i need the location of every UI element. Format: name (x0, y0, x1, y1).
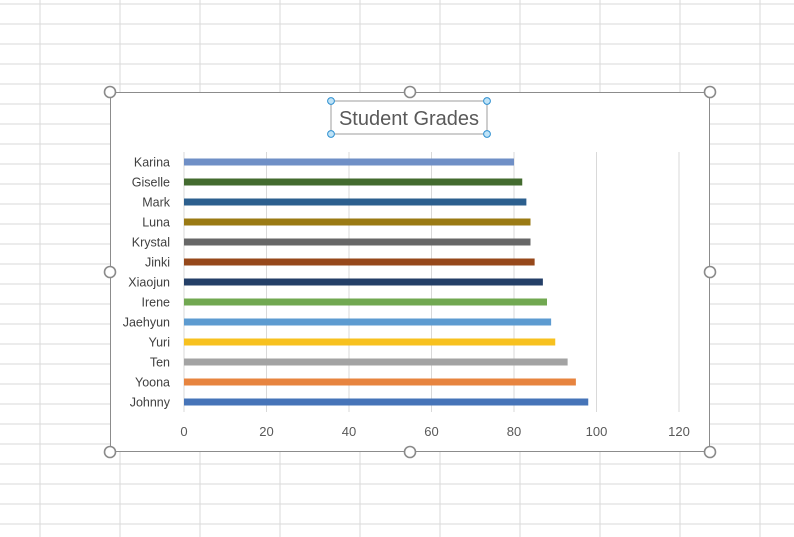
category-label: Xiaojun (128, 276, 170, 290)
x-tick-label: 40 (342, 424, 356, 439)
title-resize-handle[interactable] (483, 97, 491, 105)
bar[interactable] (184, 278, 543, 286)
bar[interactable] (184, 318, 552, 326)
category-label: Giselle (132, 176, 170, 190)
title-resize-handle[interactable] (327, 130, 335, 138)
category-label: Luna (142, 216, 170, 230)
bar[interactable] (184, 298, 547, 306)
bar[interactable] (184, 218, 531, 226)
x-tick-label: 120 (668, 424, 690, 439)
chart-resize-handle[interactable] (703, 85, 717, 99)
bar[interactable] (184, 198, 527, 206)
x-tick-label: 80 (507, 424, 521, 439)
bar[interactable] (184, 178, 523, 186)
x-tick-label: 60 (424, 424, 438, 439)
bar[interactable] (184, 258, 535, 266)
category-label: Karina (134, 156, 170, 170)
category-label: Krystal (132, 236, 170, 250)
chart-title-box[interactable] (330, 100, 488, 135)
category-label: Yuri (148, 336, 170, 350)
chart-area[interactable] (110, 92, 710, 452)
bar[interactable] (184, 398, 589, 406)
category-label: Yoona (135, 376, 170, 390)
chart-resize-handle[interactable] (403, 85, 417, 99)
category-label: Mark (142, 196, 171, 210)
chart-resize-handle[interactable] (403, 445, 417, 459)
category-label: Jaehyun (123, 316, 170, 330)
chart-resize-handle[interactable] (703, 445, 717, 459)
bar[interactable] (184, 378, 576, 386)
category-label: Ten (150, 356, 170, 370)
chart-title[interactable]: Student Grades (339, 108, 479, 130)
category-label: Irene (142, 296, 171, 310)
chart-resize-handle[interactable] (103, 85, 117, 99)
title-resize-handle[interactable] (327, 97, 335, 105)
chart-resize-handle[interactable] (103, 265, 117, 279)
category-label: Jinki (145, 256, 170, 270)
title-resize-handle[interactable] (483, 130, 491, 138)
bars (184, 158, 589, 406)
x-tick-label: 20 (259, 424, 273, 439)
bar[interactable] (184, 158, 514, 166)
chart-resize-handle[interactable] (103, 445, 117, 459)
bar[interactable] (184, 338, 556, 346)
bar[interactable] (184, 358, 568, 366)
x-tick-label: 0 (180, 424, 187, 439)
chart-resize-handle[interactable] (703, 265, 717, 279)
category-label: Johnny (130, 396, 171, 410)
x-tick-label: 100 (586, 424, 608, 439)
category-labels: Karina Giselle Mark Luna Krystal Jinki Xiaojun… (123, 156, 171, 410)
x-tick-labels: 0 20 40 60 80 100 120 (180, 424, 689, 439)
bar[interactable] (184, 238, 531, 246)
